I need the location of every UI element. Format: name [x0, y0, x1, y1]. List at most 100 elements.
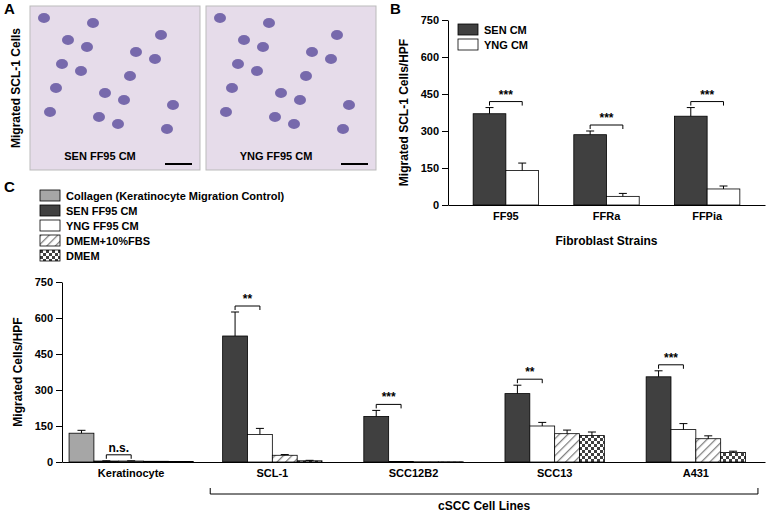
image-label: SEN FF95 CM	[64, 150, 136, 162]
error-bar	[619, 193, 627, 196]
y-tick: 300	[421, 125, 448, 137]
cell-shape	[343, 100, 355, 110]
cell-shape	[50, 83, 62, 93]
cell-shape	[232, 59, 244, 69]
y-tick: 600	[421, 51, 448, 63]
cell-shape	[155, 30, 167, 40]
bar	[505, 394, 530, 462]
bar	[119, 461, 144, 462]
x-tick-label: SCL-1	[256, 467, 288, 479]
legend-label: Collagen (Keratinocyte Migration Control…	[66, 190, 285, 202]
y-tick-mark	[56, 354, 62, 355]
x-tick: SCL-1	[256, 467, 288, 479]
x-axis-line	[449, 205, 766, 206]
x-axis-title: Fibroblast Strains	[555, 234, 657, 248]
y-tick-label: 600	[35, 312, 53, 324]
legend-swatch	[40, 235, 60, 246]
x-axis-line	[63, 462, 766, 463]
error-bar	[655, 371, 663, 377]
bar	[223, 336, 248, 462]
x-tick-label: SCC13	[537, 467, 572, 479]
bar	[144, 461, 169, 462]
error-bar	[256, 428, 264, 434]
bar	[580, 436, 605, 462]
x-tick: A431	[683, 467, 709, 479]
y-tick-mark	[56, 282, 62, 283]
bar	[473, 114, 506, 205]
panel-label: C	[4, 178, 15, 195]
y-axis: 0150300450600750	[421, 14, 449, 211]
x-tick-label: FF95	[493, 210, 519, 222]
legend-label: SEN FF95 CM	[66, 205, 138, 217]
significance-label: **	[525, 365, 535, 379]
bar	[674, 116, 707, 205]
cell-shape	[130, 47, 142, 57]
x-axis-title: cSCC Cell Lines	[438, 499, 530, 513]
bar	[506, 170, 539, 205]
significance-label: ***	[700, 88, 714, 102]
cell-shape	[269, 112, 281, 122]
error-bar	[127, 460, 135, 461]
micrograph: YNG FF95 CM	[206, 6, 376, 170]
bar	[574, 135, 607, 205]
legend-label: DMEM	[66, 250, 100, 262]
x-axis: KeratinocyteSCL-1SCC12B2SCC13A431	[63, 463, 766, 479]
bar	[721, 452, 746, 462]
cell-shape	[38, 13, 50, 23]
error-bar	[102, 460, 110, 461]
legend-entry: YNG FF95 CM	[40, 220, 139, 232]
legend-label: DMEM+10%FBS	[66, 235, 150, 247]
y-tick-mark	[442, 131, 448, 132]
error-bar	[704, 436, 712, 439]
y-tick-mark	[56, 318, 62, 319]
scale-bar	[341, 163, 368, 165]
panel-label: B	[390, 0, 401, 17]
plot-marks	[473, 108, 740, 205]
error-bar	[687, 108, 695, 117]
y-tick-label: 150	[421, 162, 439, 174]
y-tick: 750	[35, 276, 62, 288]
y-tick-mark	[56, 426, 62, 427]
bar	[297, 461, 322, 462]
bar	[607, 196, 640, 205]
legend-swatch	[40, 220, 60, 231]
x-tick: Keratinocyte	[98, 467, 165, 479]
bar	[94, 461, 119, 462]
cell-shape	[87, 18, 99, 28]
error-bar	[719, 186, 727, 189]
cell-shape	[124, 71, 136, 81]
significance-label: ***	[499, 88, 513, 102]
legend-swatch	[458, 24, 478, 35]
error-bar	[281, 454, 289, 456]
significance-bracket	[106, 455, 131, 459]
y-tick-label: 450	[421, 88, 439, 100]
legend-entry: SEN CM	[458, 24, 527, 36]
cell-shape	[257, 42, 269, 52]
y-tick-label: 0	[47, 456, 53, 468]
legend-entry: YNG CM	[458, 39, 528, 51]
image-y-label: Migrated SCL-1 Cells	[9, 28, 23, 148]
x-tick: FFRa	[593, 210, 621, 222]
y-axis-title: Migrated SCL-1 Cells/HPF	[397, 39, 411, 186]
significance-label: **	[243, 292, 253, 306]
cell-shape	[331, 30, 343, 40]
y-tick-mark	[56, 390, 62, 391]
image-area	[206, 6, 376, 170]
cell-shape	[238, 35, 250, 45]
x-tick-label: Keratinocyte	[98, 467, 165, 479]
bar	[247, 434, 272, 462]
legend-swatch	[40, 205, 60, 216]
y-tick-mark	[442, 94, 448, 95]
cell-shape	[300, 71, 312, 81]
y-tick-mark	[56, 462, 62, 463]
error-bar	[77, 430, 85, 433]
legend-entry: DMEM+10%FBS	[40, 235, 150, 247]
error-bar	[513, 385, 521, 393]
error-bar	[563, 430, 571, 434]
y-tick-label: 300	[35, 384, 53, 396]
cell-shape	[44, 107, 56, 117]
bar	[530, 426, 555, 462]
y-tick: 450	[421, 88, 448, 100]
significance-label: ***	[599, 111, 613, 125]
bar	[168, 461, 193, 462]
